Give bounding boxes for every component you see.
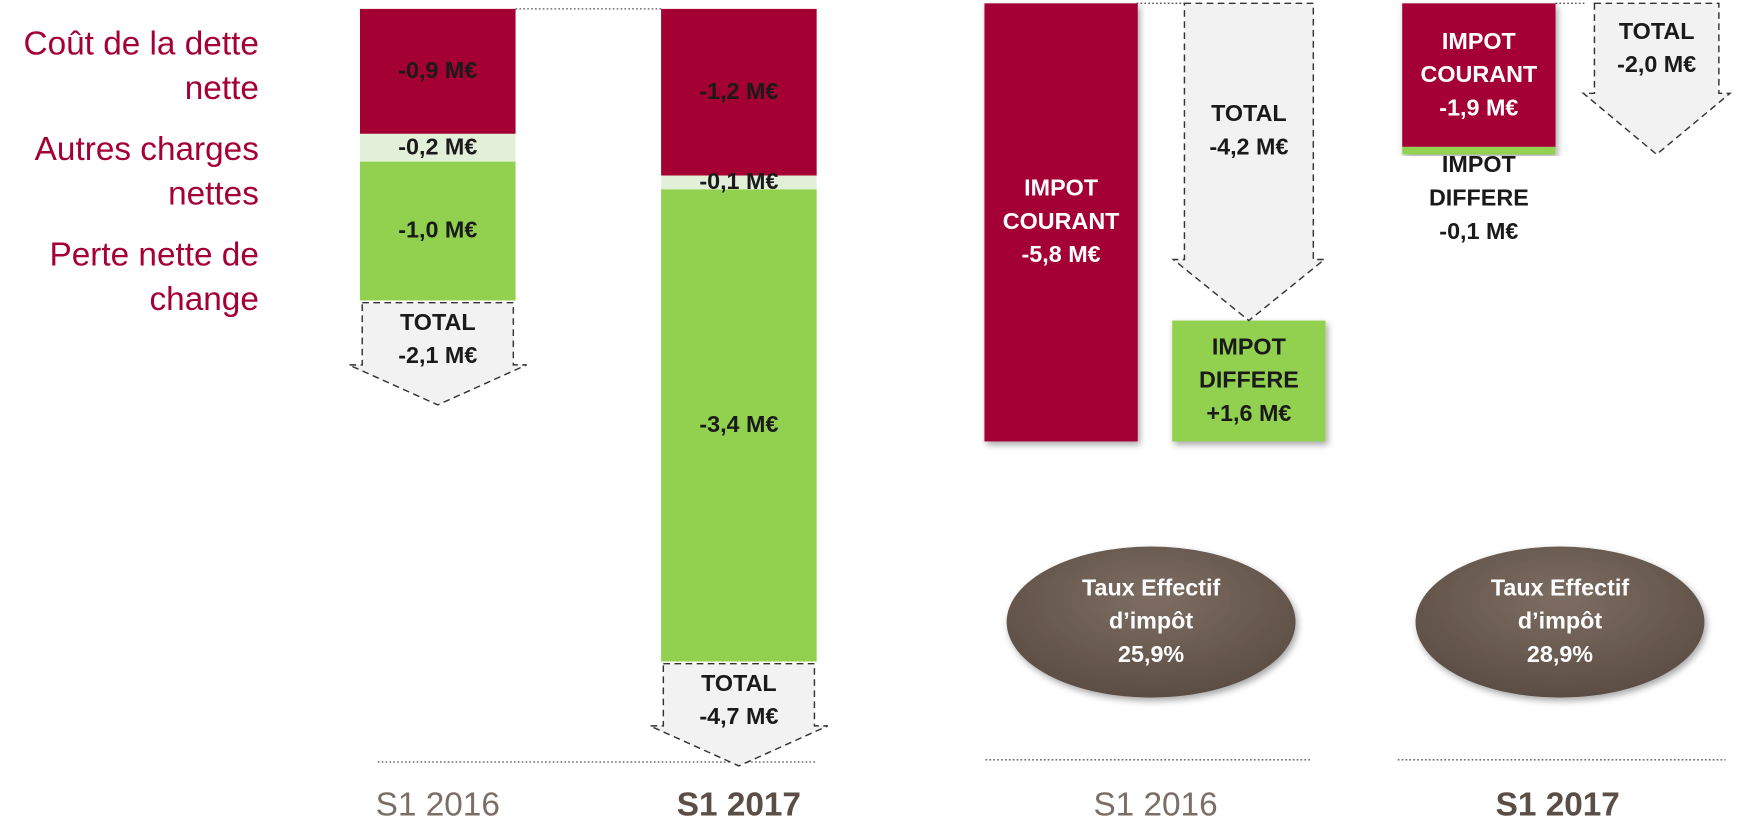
legend-entry: Perte nette de change: [49, 236, 259, 318]
label-line: IMPOT DIFFERE: [1428, 152, 1529, 212]
bar-segment: [661, 175, 817, 190]
label-line: Taux Effectif d’impôt: [1490, 575, 1630, 635]
label-line: 28,9%: [1526, 642, 1594, 668]
label-line: -2,1 M€: [398, 342, 478, 369]
total-arrow: [348, 301, 527, 406]
label-line: TOTAL: [1211, 101, 1287, 127]
label: TOTAL -4,2 M€: [1209, 98, 1288, 165]
legend-entry: Autres charges nettes: [34, 131, 259, 213]
bar: [1402, 3, 1556, 147]
label: TOTAL -2,0 M€: [1617, 15, 1696, 82]
bar-segment: [359, 133, 516, 162]
x-tick-label: S1 2017: [1495, 786, 1620, 822]
label-line: -0,9 M€: [398, 58, 478, 84]
label-line: -1,2 M€: [699, 78, 779, 105]
label: -0,9 M€: [398, 55, 477, 88]
label: IMPOT COURANT -5,8 M€: [994, 172, 1127, 272]
label-line: -1,0 M€: [398, 217, 478, 244]
label-line: IMPOT COURANT: [1002, 175, 1120, 235]
rate-ellipse: [1006, 546, 1296, 698]
label-line: Taux Effectif d’impôt: [1081, 575, 1221, 635]
label: -3,4 M€: [699, 409, 778, 442]
total-arrow: [649, 662, 829, 767]
label-line: 25,9%: [1118, 642, 1185, 668]
label-line: -0,1 M€: [1439, 218, 1519, 245]
label-line: TOTAL: [399, 309, 476, 335]
label-line: IMPOT COURANT: [1420, 28, 1538, 88]
label: IMPOT DIFFERE -0,1 M€: [1412, 149, 1545, 249]
label: TOTAL -4,7 M€: [699, 667, 778, 734]
label-line: -3,4 M€: [699, 412, 779, 438]
label: IMPOT DIFFERE +1,6 M€: [1182, 331, 1315, 431]
label: IMPOT COURANT -1,9 M€: [1412, 25, 1545, 125]
label-line: +1,6 M€: [1206, 400, 1292, 427]
bar: [984, 3, 1138, 442]
label-line: TOTAL: [701, 670, 777, 696]
label-line: -0,1 M€: [699, 169, 779, 195]
label: -0,1 M€: [699, 166, 778, 199]
label-line: -2,0 M€: [1617, 51, 1697, 78]
bar-segment: [661, 189, 817, 662]
total-arrow: [1171, 2, 1327, 322]
label-line: -0,2 M€: [398, 134, 478, 160]
label-line: TOTAL: [1618, 18, 1695, 44]
label: Taux Effectif d’impôt 25,9%: [1057, 572, 1246, 672]
x-tick-label: S1 2016: [1093, 786, 1218, 822]
label: -0,2 M€: [398, 131, 477, 164]
label-line: -5,8 M€: [1021, 242, 1101, 268]
label-line: -4,2 M€: [1209, 134, 1289, 161]
bar-segment: [359, 8, 516, 134]
bar-segment: [359, 161, 516, 301]
label: -1,2 M€: [699, 76, 778, 109]
rate-ellipse: [1415, 546, 1705, 698]
total-arrow: [1581, 2, 1732, 156]
x-tick-label: S1 2017: [676, 786, 801, 822]
bar-segment: [661, 8, 817, 176]
label: -1,0 M€: [398, 214, 477, 247]
legend-entry: Coût de la dette nette: [23, 25, 259, 107]
label: Taux Effectif d’impôt 28,9%: [1466, 572, 1655, 672]
x-tick-label: S1 2016: [375, 786, 500, 822]
label-line: IMPOT DIFFERE: [1198, 334, 1299, 394]
bar: [1172, 320, 1326, 442]
label: TOTAL -2,1 M€: [398, 306, 477, 373]
bar: [1402, 146, 1556, 155]
label-line: -4,7 M€: [699, 703, 779, 730]
label-line: -1,9 M€: [1439, 95, 1519, 121]
